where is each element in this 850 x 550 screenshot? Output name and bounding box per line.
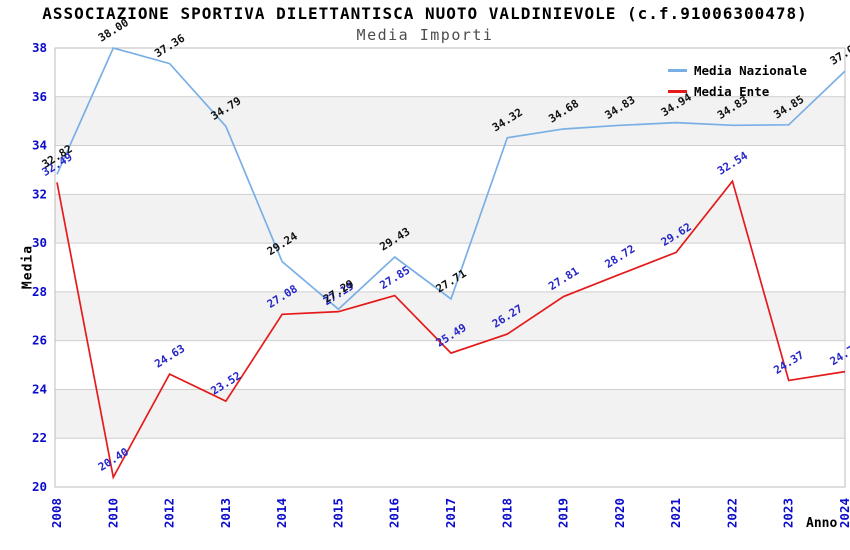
x-tick-label: 2018 bbox=[499, 498, 514, 528]
legend-label-media-nazionale: Media Nazionale bbox=[694, 62, 807, 78]
y-tick-label: 28 bbox=[32, 284, 47, 299]
plot-band bbox=[55, 243, 845, 292]
legend-item-media-nazionale: Media Nazionale bbox=[668, 62, 807, 78]
plot-band bbox=[55, 96, 845, 146]
plot-band bbox=[55, 291, 845, 341]
plot-band bbox=[55, 340, 845, 390]
y-axis-title: Media bbox=[20, 244, 36, 290]
chart-title: ASSOCIAZIONE SPORTIVA DILETTANTISCA NUOT… bbox=[42, 4, 808, 23]
x-tick-label: 2021 bbox=[668, 498, 683, 528]
plot-band bbox=[55, 194, 845, 244]
x-tick-label: 2010 bbox=[105, 498, 120, 528]
plot-border bbox=[54, 47, 846, 488]
legend-item-media-ente: Media Ente bbox=[668, 83, 807, 99]
x-tick-label: 2008 bbox=[49, 498, 64, 528]
x-tick-label: 2022 bbox=[724, 498, 739, 528]
x-tick-label: 2013 bbox=[218, 498, 233, 528]
y-tick-label: 22 bbox=[32, 430, 47, 445]
y-tick-label: 38 bbox=[32, 40, 47, 55]
y-tick-label: 36 bbox=[32, 89, 47, 104]
legend-label-media-ente: Media Ente bbox=[694, 83, 770, 99]
legend-swatch-ente-icon bbox=[668, 89, 687, 93]
x-tick-label: 2015 bbox=[330, 498, 345, 528]
x-axis-title: Anno bbox=[806, 516, 838, 531]
series-line-media-nazionale bbox=[56, 46, 846, 311]
chart-subtitle: Media Importi bbox=[356, 26, 494, 44]
x-tick-label: 2020 bbox=[612, 498, 627, 528]
legend: Media Nazionale Media Ente bbox=[668, 62, 807, 104]
plot-band bbox=[55, 438, 845, 487]
x-tick-label: 2017 bbox=[443, 498, 458, 528]
x-tick-label: 2016 bbox=[387, 498, 402, 528]
y-tick-label: 24 bbox=[32, 381, 47, 396]
x-tick-label: 2014 bbox=[274, 498, 289, 528]
y-tick-label: 30 bbox=[32, 235, 47, 250]
legend-swatch-nazionale-icon bbox=[668, 68, 687, 72]
y-tick-label: 26 bbox=[32, 333, 47, 348]
x-tick-label: 2024 bbox=[837, 498, 850, 528]
plot-band bbox=[55, 389, 845, 439]
y-tick-label: 34 bbox=[32, 138, 47, 153]
y-tick-label: 20 bbox=[32, 479, 47, 494]
y-tick-label: 32 bbox=[32, 186, 47, 201]
series-line-media-ente bbox=[56, 179, 846, 480]
x-tick-label: 2012 bbox=[162, 498, 177, 528]
plot-band bbox=[55, 48, 845, 97]
plot-band bbox=[55, 145, 845, 195]
x-tick-label: 2023 bbox=[781, 498, 796, 528]
x-tick-label: 2019 bbox=[556, 498, 571, 528]
